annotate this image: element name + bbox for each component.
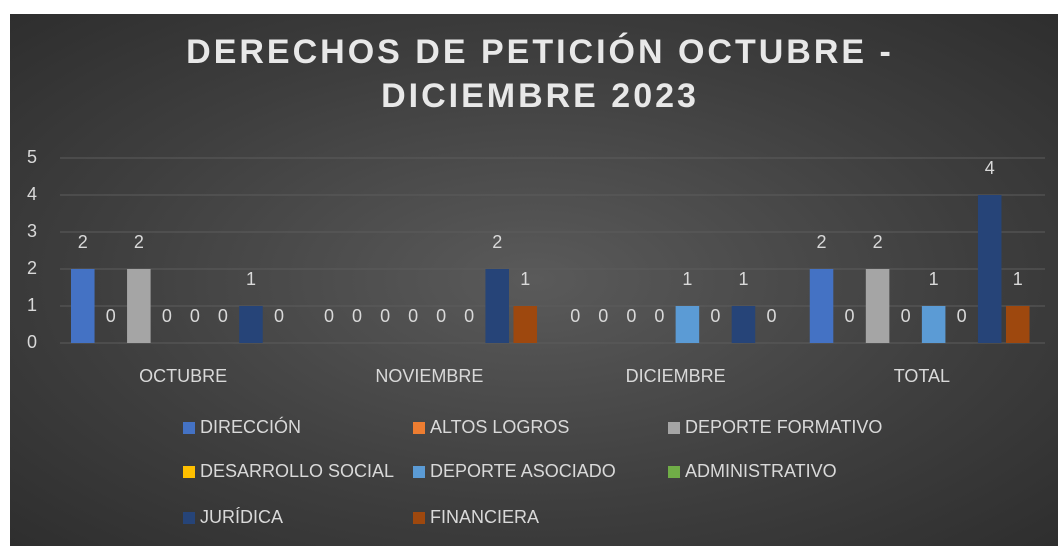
value-label: 0	[901, 306, 911, 326]
value-label: 1	[520, 269, 530, 289]
value-label: 0	[408, 306, 418, 326]
value-label: 0	[218, 306, 228, 326]
value-label: 0	[957, 306, 967, 326]
bar	[865, 269, 890, 343]
bar	[809, 269, 834, 343]
legend-swatch	[183, 466, 195, 478]
value-label: 2	[873, 232, 883, 252]
bar	[239, 306, 263, 343]
value-label: 0	[626, 306, 636, 326]
legend-label: DEPORTE ASOCIADO	[430, 461, 616, 481]
legend-swatch	[413, 512, 425, 524]
value-label: 1	[738, 269, 748, 289]
y-tick-label: 4	[27, 184, 37, 204]
value-label: 0	[710, 306, 720, 326]
legend-label: FINANCIERA	[430, 507, 539, 527]
y-tick-label: 1	[27, 295, 37, 315]
legend-swatch	[183, 422, 195, 434]
value-label: 2	[134, 232, 144, 252]
bar	[921, 306, 946, 343]
y-tick-label: 5	[27, 147, 37, 167]
value-label: 0	[570, 306, 580, 326]
value-label: 1	[246, 269, 256, 289]
legend-label: ALTOS LOGROS	[430, 417, 569, 437]
bar	[513, 306, 538, 343]
bar	[977, 195, 1002, 343]
x-tick-label: OCTUBRE	[139, 366, 227, 386]
value-label: 0	[106, 306, 116, 326]
value-label: 0	[352, 306, 362, 326]
legend-label: JURÍDICA	[200, 507, 283, 527]
bar	[71, 269, 95, 343]
value-label: 4	[985, 158, 995, 178]
value-label: 0	[324, 306, 334, 326]
legend-swatch	[668, 422, 680, 434]
legend-swatch	[668, 466, 680, 478]
value-label: 0	[274, 306, 284, 326]
x-tick-label: NOVIEMBRE	[375, 366, 483, 386]
x-tick-label: DICIEMBRE	[626, 366, 726, 386]
value-label: 2	[78, 232, 88, 252]
legend-swatch	[413, 422, 425, 434]
value-label: 2	[817, 232, 827, 252]
legend-label: DESARROLLO SOCIAL	[200, 461, 394, 481]
legend-label: DIRECCIÓN	[200, 416, 301, 437]
value-label: 0	[464, 306, 474, 326]
y-tick-label: 0	[27, 332, 37, 352]
value-label: 0	[162, 306, 172, 326]
legend-label: DEPORTE FORMATIVO	[685, 417, 882, 437]
y-tick-label: 3	[27, 221, 37, 241]
y-tick-label: 2	[27, 258, 37, 278]
value-label: 0	[436, 306, 446, 326]
bar	[485, 269, 509, 343]
value-label: 1	[1013, 269, 1023, 289]
value-label: 1	[682, 269, 692, 289]
value-label: 0	[190, 306, 200, 326]
bar	[1005, 306, 1030, 343]
bar	[731, 306, 756, 343]
value-label: 0	[598, 306, 608, 326]
value-label: 1	[929, 269, 939, 289]
value-label: 0	[766, 306, 776, 326]
bar	[127, 269, 151, 343]
chart-title: DERECHOS DE PETICIÓN OCTUBRE - DICIEMBRE…	[186, 33, 894, 115]
x-tick-label: TOTAL	[894, 366, 950, 386]
value-label: 0	[845, 306, 855, 326]
legend-swatch	[413, 466, 425, 478]
legend-label: ADMINISTRATIVO	[685, 461, 837, 481]
legend-swatch	[183, 512, 195, 524]
value-label: 0	[654, 306, 664, 326]
bar	[675, 306, 700, 343]
value-label: 0	[380, 306, 390, 326]
value-label: 2	[492, 232, 502, 252]
